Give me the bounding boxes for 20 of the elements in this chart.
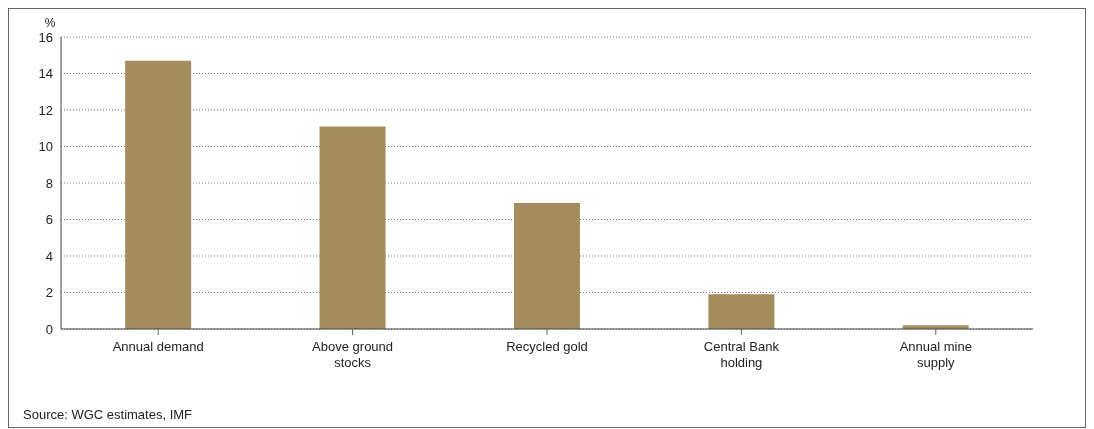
y-tick-label: 10 xyxy=(38,139,53,155)
x-tick-label: Annual demand xyxy=(112,339,204,354)
y-tick-label: 16 xyxy=(38,29,53,45)
bar xyxy=(125,60,192,329)
bar xyxy=(513,203,580,329)
y-tick-label: 2 xyxy=(45,285,53,301)
y-tick-label: 0 xyxy=(45,321,53,337)
y-tick-label: 14 xyxy=(38,66,53,82)
x-tick-label: Above ground stocks xyxy=(312,339,394,370)
x-tick-label: Recycled gold xyxy=(506,339,588,354)
y-tick-label: 4 xyxy=(45,248,53,264)
x-tick-label: Annual mine supply xyxy=(899,339,972,370)
y-tick-label: 8 xyxy=(45,175,53,191)
y-axis-title: % xyxy=(44,16,56,30)
x-tick-label: Central Bank holding xyxy=(703,339,780,370)
y-tick-label: 6 xyxy=(45,212,53,228)
bar xyxy=(319,126,386,329)
y-tick-label: 12 xyxy=(38,102,53,118)
source-note: Source: WGC estimates, IMF xyxy=(23,407,193,422)
bar xyxy=(708,294,775,329)
